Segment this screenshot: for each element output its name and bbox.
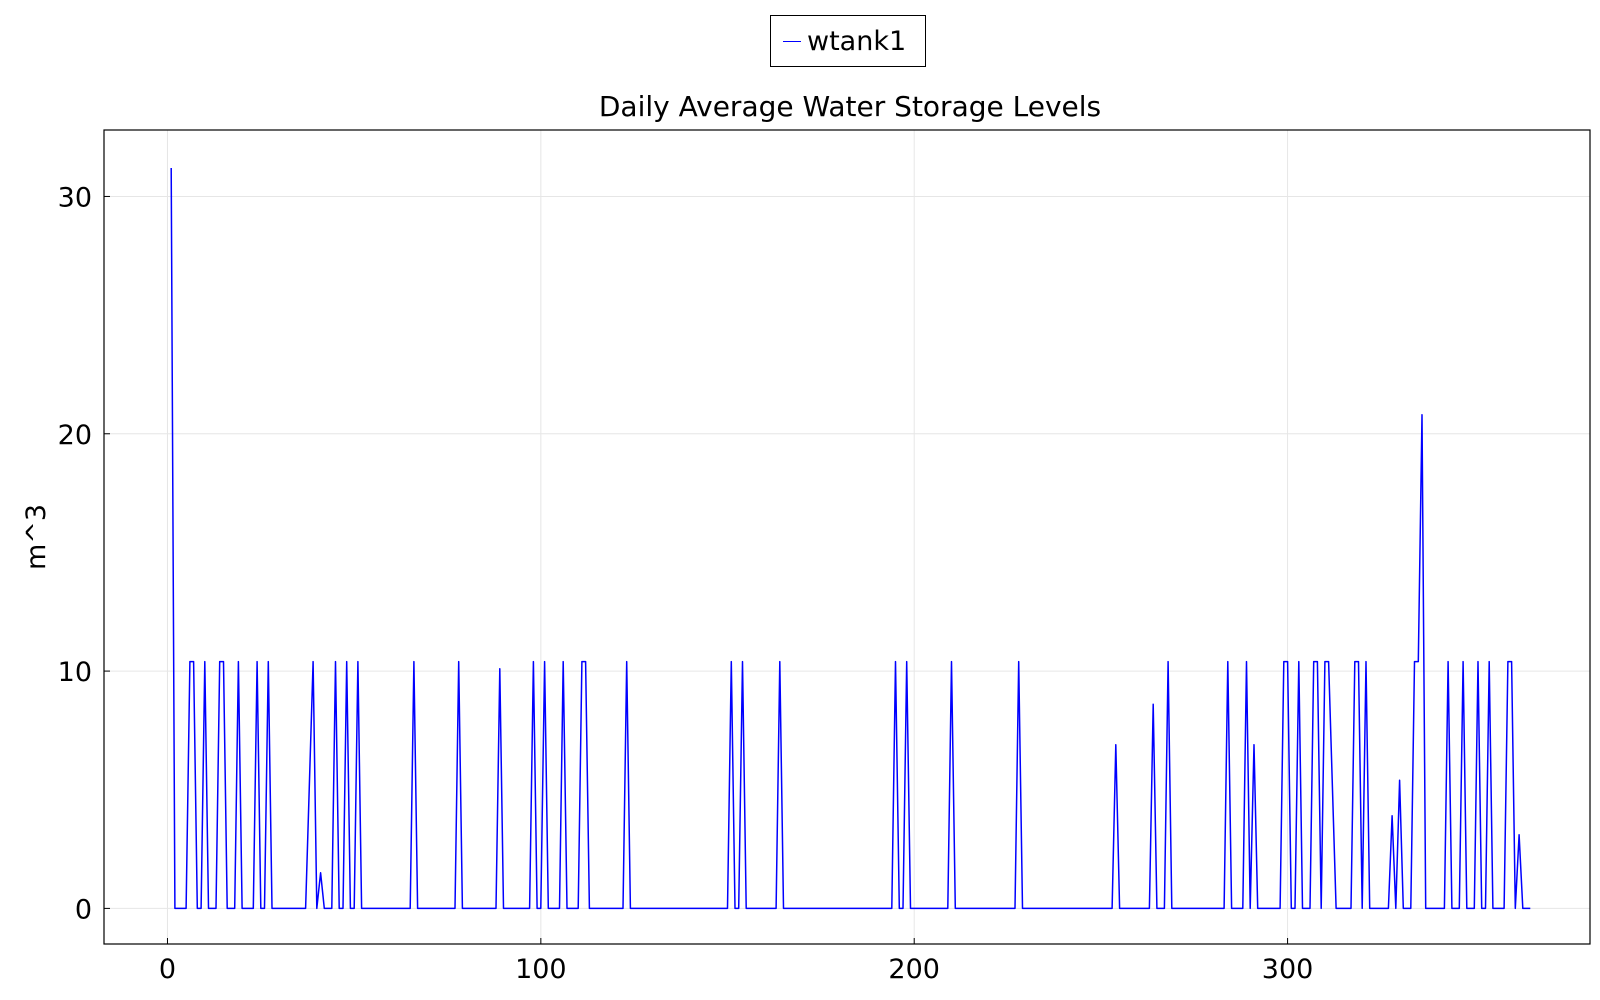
chart-title: Daily Average Water Storage Levels [598, 90, 1102, 123]
y-tick-label: 0 [75, 894, 92, 925]
x-tick-label: 0 [159, 954, 176, 985]
plot-frame [103, 129, 1591, 945]
y-axis-label: m^3 [21, 504, 52, 570]
legend: wtank1 [770, 15, 926, 67]
x-tick-label: 300 [1262, 954, 1314, 985]
series-line-wtank1 [170, 167, 1531, 910]
y-tick-label: 30 [58, 182, 92, 213]
legend-line-swatch [783, 40, 801, 42]
y-tick-label: 10 [58, 657, 92, 688]
x-tick-label: 100 [515, 954, 567, 985]
x-tick-label: 200 [888, 954, 940, 985]
y-tick-label: 20 [58, 420, 92, 451]
legend-label: wtank1 [807, 25, 907, 57]
